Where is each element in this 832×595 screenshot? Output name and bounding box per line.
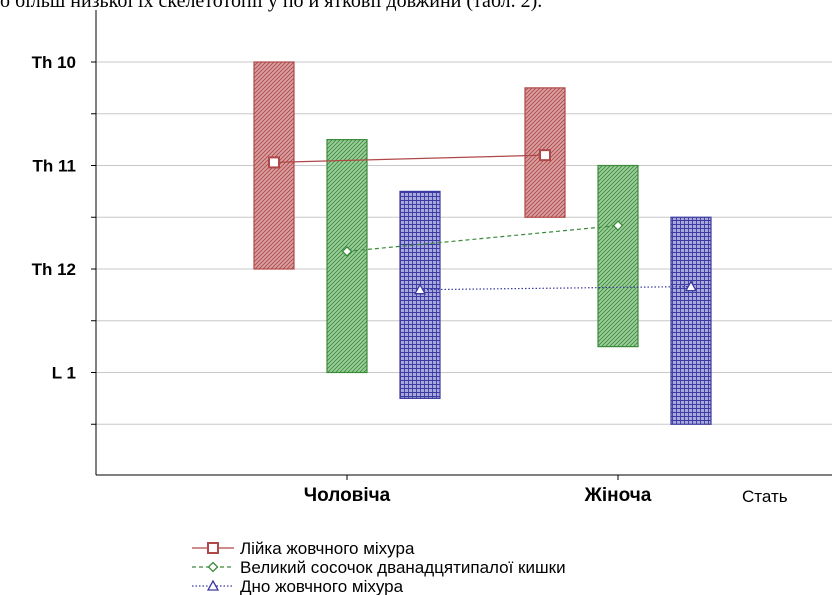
- mean-line-2: [346, 224, 619, 253]
- mean-marker: [341, 245, 353, 257]
- mean-line-3: [419, 285, 692, 291]
- grid: [96, 61, 832, 425]
- mean-line-1: [273, 154, 546, 163]
- box-2-Чоловіча: [326, 139, 368, 374]
- legend-label: Лійка жовчного міхура: [240, 539, 415, 558]
- mean-marker: [268, 156, 280, 169]
- mean-marker: [539, 149, 551, 162]
- legend-label: Великий сосочок дванадцятипалої кишки: [240, 558, 566, 577]
- legend-label: Дно жовчного міхура: [240, 577, 404, 595]
- legend-marker: [206, 579, 220, 591]
- y-tick-label: Th 12: [32, 260, 76, 279]
- y-tick-label: Th 10: [32, 53, 76, 72]
- y-tick-label: L 1: [52, 364, 76, 383]
- mean-marker: [684, 280, 698, 292]
- x-category-label: Жіноча: [584, 485, 652, 506]
- page-text-fragment: о більш низької їх скелетотопії у по й я…: [0, 0, 543, 12]
- x-category-label: Чоловіча: [304, 485, 391, 506]
- mean-marker: [612, 220, 624, 231]
- legend-marker: [207, 542, 219, 554]
- boxes: [253, 61, 712, 425]
- y-tick-label: Th 11: [33, 157, 76, 176]
- mean-marker: [413, 283, 427, 295]
- mean-markers: [268, 149, 698, 295]
- box-3-Чоловіча: [399, 190, 441, 399]
- axes: [91, 10, 832, 480]
- box-3-Жіноча: [670, 216, 712, 425]
- mean-lines: [273, 154, 692, 291]
- x-axis-label: Стать: [742, 487, 788, 506]
- box-2-Жіноча: [597, 164, 639, 348]
- legend-marker: [207, 561, 219, 573]
- axis-labels: Th 10 Th 11 Th 12 L 1 Чоловіча Жіноча Стать: [32, 53, 788, 506]
